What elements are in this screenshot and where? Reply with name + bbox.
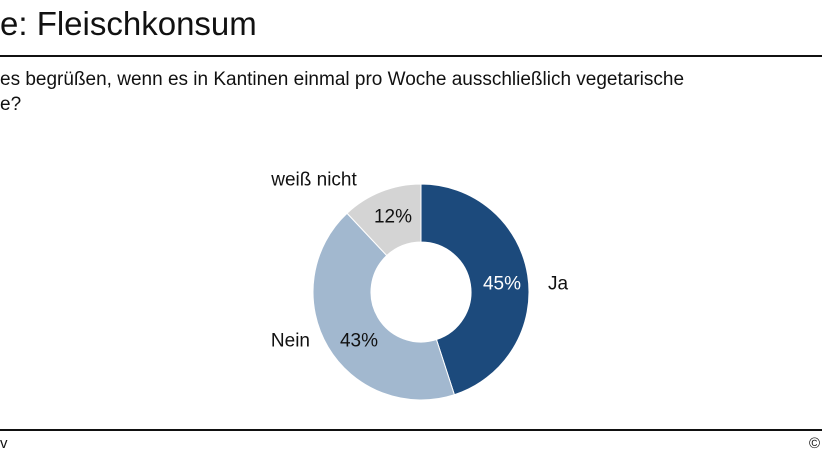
slice-category-label-ja: Ja	[548, 274, 569, 295]
footer-source-text: v	[0, 435, 8, 452]
slice-value-label-ja: 45%	[483, 274, 521, 295]
survey-question: es begrüßen, wenn es in Kantinen einmal …	[0, 67, 822, 117]
copyright-symbol: ©	[808, 435, 820, 452]
top-divider	[0, 55, 822, 57]
slice-category-label-weiss-nicht: weiß nicht	[270, 170, 357, 191]
page-title: e: Fleischkonsum	[0, 5, 257, 42]
slice-category-label-nein: Nein	[271, 331, 310, 352]
slice-value-label-weiss-nicht: 12%	[374, 207, 412, 228]
bottom-divider	[0, 429, 822, 431]
donut-slice-weiss-nicht	[346, 183, 422, 257]
slice-value-label-nein: 43%	[340, 331, 378, 352]
survey-question-line-1: es begrüßen, wenn es in Kantinen einmal …	[0, 69, 685, 90]
donut-slice-ja	[420, 183, 530, 396]
survey-question-line-2: e?	[0, 94, 22, 115]
donut-slice-nein	[312, 212, 456, 401]
